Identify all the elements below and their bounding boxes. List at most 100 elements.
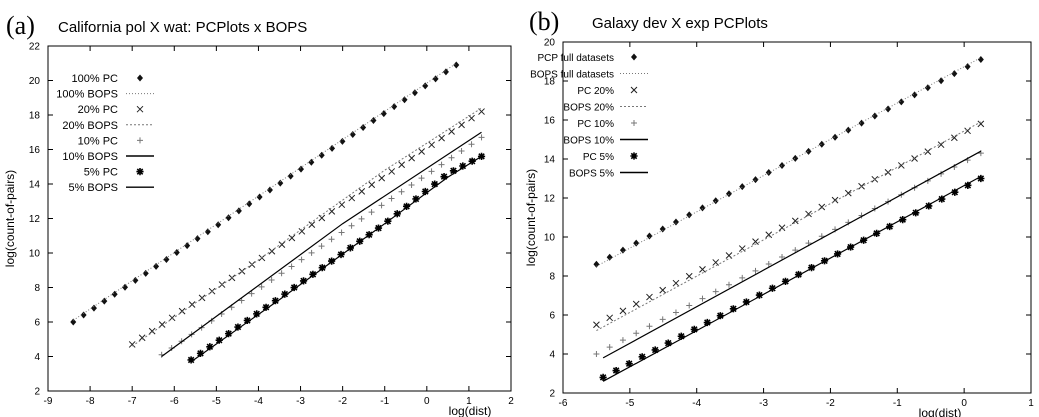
data-point — [477, 152, 486, 160]
y-tick-label: 14 — [29, 180, 41, 191]
data-point — [871, 112, 878, 120]
legend-label: 100% PC — [72, 73, 119, 85]
data-point — [308, 221, 316, 229]
series-points-b-4 — [593, 150, 984, 357]
data-point — [686, 211, 693, 219]
data-point — [329, 144, 336, 152]
data-point — [248, 290, 255, 297]
data-point — [672, 309, 679, 316]
data-point — [278, 241, 286, 248]
data-point — [370, 117, 377, 125]
legend-label: BOPS 5% — [569, 169, 614, 180]
data-point — [951, 70, 958, 78]
data-point — [173, 249, 180, 257]
chart-title: Galaxy dev X exp PCPlots — [592, 15, 768, 32]
x-tick-label: 1 — [466, 396, 472, 407]
data-point — [80, 311, 87, 319]
data-point — [298, 256, 305, 263]
series-line-a-3 — [131, 107, 482, 347]
data-point — [845, 126, 852, 134]
panel-label: (a) — [6, 11, 35, 40]
data-point — [449, 167, 458, 175]
data-point — [899, 216, 907, 224]
data-point — [964, 127, 971, 135]
series-line — [596, 121, 982, 332]
data-point — [349, 130, 356, 138]
x-tick-label: -8 — [86, 396, 95, 407]
data-point — [421, 187, 429, 196]
data-point — [196, 349, 205, 357]
data-point — [128, 341, 136, 348]
data-point — [408, 181, 415, 188]
data-point — [290, 283, 298, 292]
data-point — [625, 360, 633, 368]
series-points-a-0 — [70, 61, 460, 326]
data-point — [408, 154, 416, 162]
x-tick-label: 2 — [508, 396, 514, 407]
data-point — [308, 249, 315, 256]
y-tick-label: 8 — [549, 272, 555, 283]
legend-label: 100% BOPS — [56, 89, 118, 101]
data-point — [215, 221, 222, 229]
x-tick-label: -1 — [380, 396, 389, 407]
data-point — [672, 279, 680, 287]
data-point — [924, 148, 932, 155]
data-point — [138, 334, 146, 342]
data-point — [742, 298, 750, 306]
data-point — [781, 277, 790, 285]
x-tick-label: -7 — [128, 396, 137, 407]
data-point — [593, 321, 600, 329]
data-point — [418, 148, 426, 155]
data-point — [368, 181, 376, 189]
data-point — [271, 297, 280, 305]
y-tick-label: 20 — [29, 76, 41, 87]
legend-swatch-marker — [136, 168, 144, 176]
data-point — [418, 175, 425, 182]
data-point — [791, 217, 799, 225]
data-point — [686, 302, 693, 309]
y-axis-label: log(count-of-pairs) — [3, 170, 17, 267]
y-tick-label: 18 — [544, 77, 556, 88]
data-point — [458, 121, 465, 129]
data-point — [885, 105, 892, 113]
data-point — [206, 343, 214, 351]
legend-label: PC 10% — [577, 119, 614, 130]
data-point — [858, 119, 865, 127]
data-point — [765, 260, 772, 267]
data-point — [938, 195, 946, 203]
data-point — [646, 323, 653, 330]
data-point — [468, 157, 476, 165]
data-point — [924, 84, 931, 92]
data-point — [318, 243, 325, 250]
series-line-b-5 — [602, 150, 982, 359]
data-point — [805, 147, 812, 155]
legend-swatch-marker — [631, 120, 637, 126]
series-points-a-2 — [128, 108, 485, 348]
data-point — [412, 195, 420, 203]
data-point — [739, 274, 746, 281]
x-tick-label: -6 — [559, 398, 568, 409]
x-axis-label: log(dist) — [449, 404, 492, 417]
data-point — [619, 337, 626, 344]
data-point — [659, 225, 666, 233]
data-point — [388, 168, 396, 175]
legend-label: 5% PC — [84, 167, 118, 179]
data-point — [638, 353, 646, 361]
x-tick-label: -2 — [826, 398, 835, 409]
data-point — [778, 224, 786, 232]
data-point — [148, 327, 156, 335]
data-point — [442, 68, 449, 76]
y-tick-label: 10 — [544, 233, 556, 244]
data-point — [122, 283, 129, 291]
data-point — [298, 165, 305, 173]
data-point — [277, 179, 284, 187]
series-line-a-1 — [73, 62, 457, 321]
series-line-b-3 — [596, 121, 982, 332]
data-point — [431, 180, 439, 188]
data-point — [225, 214, 232, 222]
data-point — [266, 186, 273, 194]
data-point — [468, 141, 475, 148]
series-line-a-7 — [190, 155, 482, 363]
x-tick-label: 0 — [424, 396, 430, 407]
